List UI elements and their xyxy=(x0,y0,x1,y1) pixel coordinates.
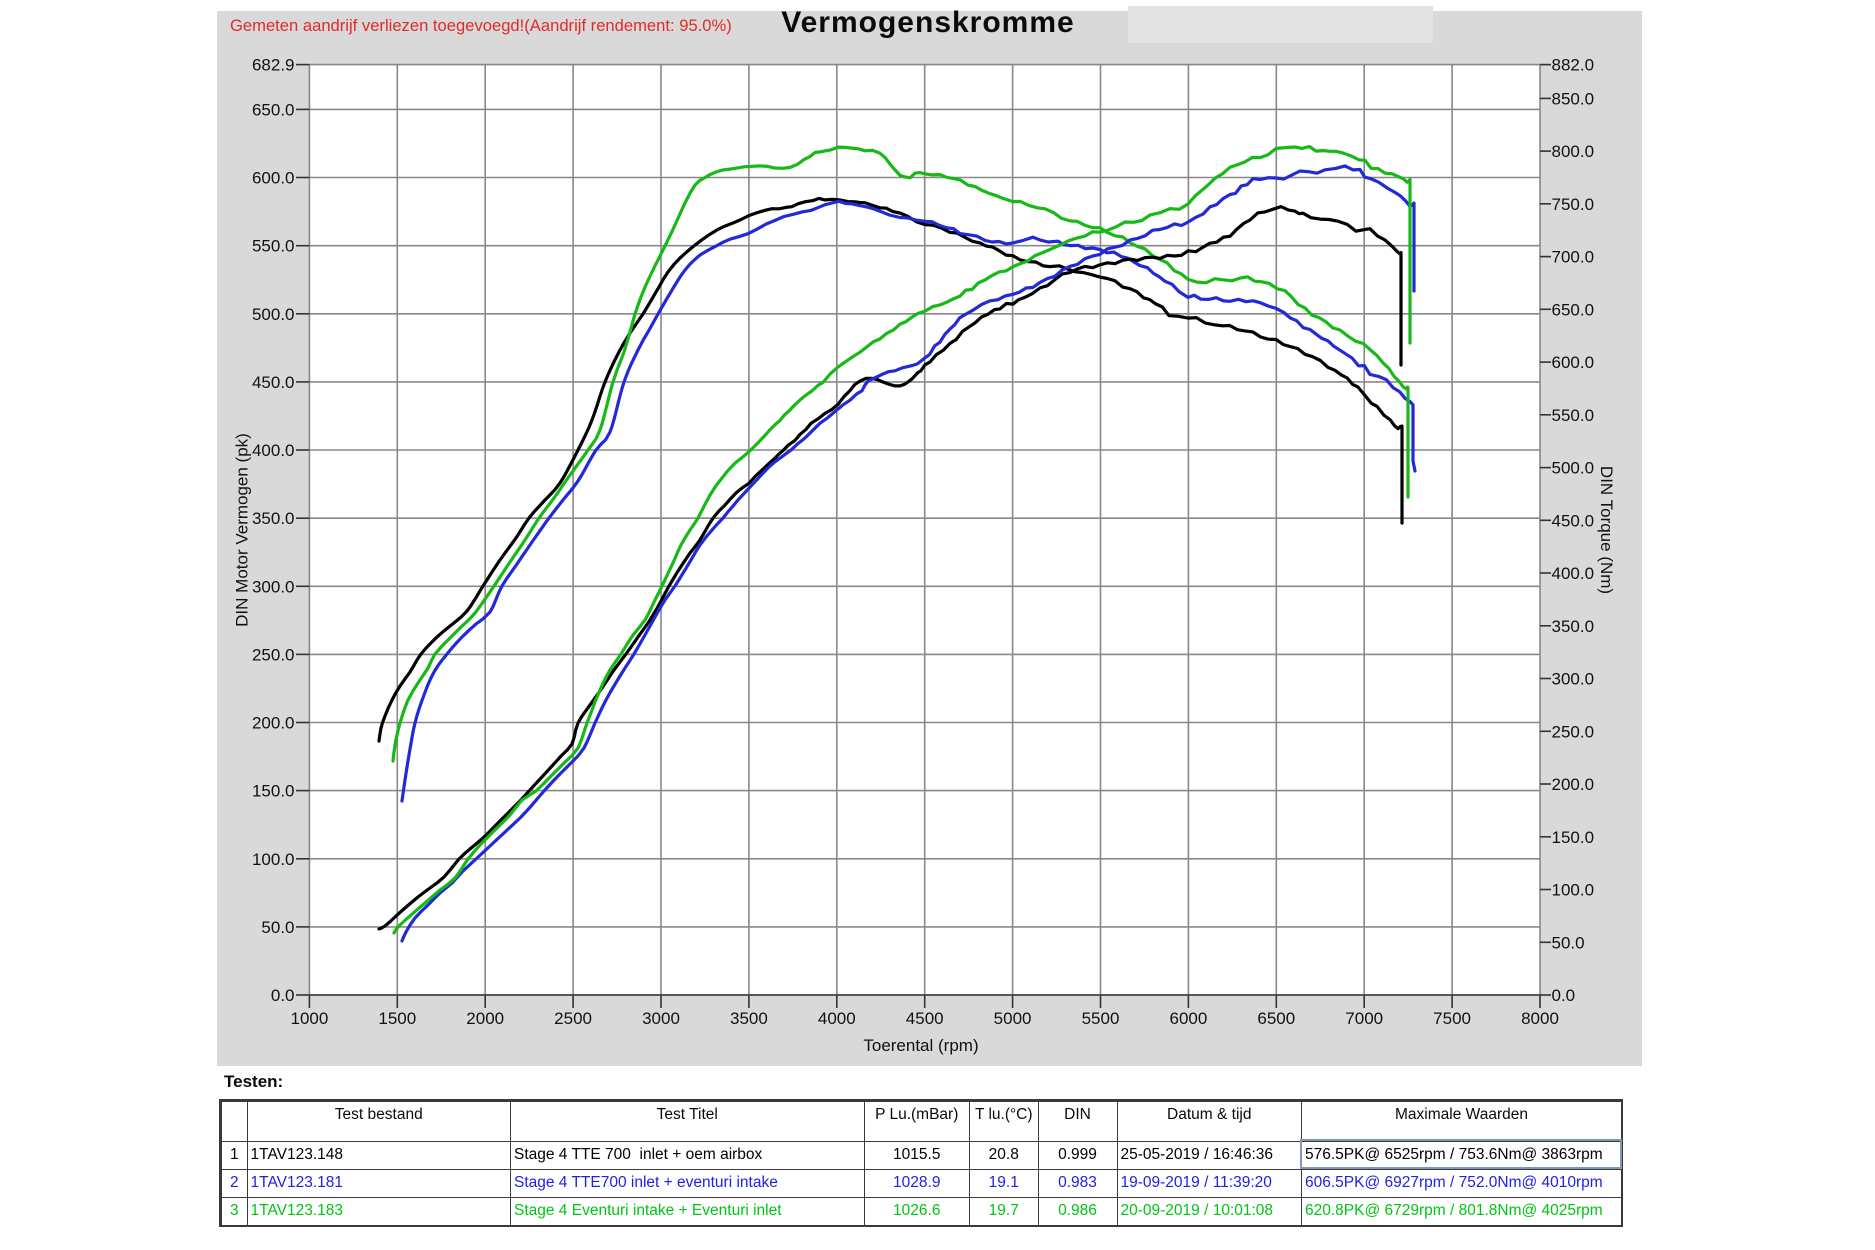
svg-text:100.0: 100.0 xyxy=(252,850,295,869)
svg-text:400.0: 400.0 xyxy=(1552,564,1595,583)
svg-text:750.0: 750.0 xyxy=(1552,195,1595,214)
svg-text:6000: 6000 xyxy=(1169,1009,1207,1028)
svg-text:5500: 5500 xyxy=(1082,1009,1120,1028)
svg-text:7000: 7000 xyxy=(1345,1009,1383,1028)
svg-text:450.0: 450.0 xyxy=(252,373,295,392)
svg-text:150.0: 150.0 xyxy=(252,782,295,801)
svg-text:700.0: 700.0 xyxy=(1552,248,1595,267)
svg-text:850.0: 850.0 xyxy=(1552,89,1595,108)
svg-text:200.0: 200.0 xyxy=(252,714,295,733)
svg-text:300.0: 300.0 xyxy=(252,577,295,596)
svg-text:250.0: 250.0 xyxy=(252,645,295,664)
svg-text:2000: 2000 xyxy=(466,1009,504,1028)
svg-text:600.0: 600.0 xyxy=(1552,353,1595,372)
svg-text:400.0: 400.0 xyxy=(252,441,295,460)
svg-text:300.0: 300.0 xyxy=(1552,670,1595,689)
svg-text:150.0: 150.0 xyxy=(1552,828,1595,847)
svg-text:550.0: 550.0 xyxy=(252,237,295,256)
svg-text:4500: 4500 xyxy=(906,1009,944,1028)
svg-text:200.0: 200.0 xyxy=(1552,775,1595,794)
svg-text:350.0: 350.0 xyxy=(252,509,295,528)
svg-text:Toerental (rpm): Toerental (rpm) xyxy=(863,1036,978,1055)
svg-text:250.0: 250.0 xyxy=(1552,722,1595,741)
svg-text:0.0: 0.0 xyxy=(1552,986,1576,1005)
svg-text:450.0: 450.0 xyxy=(1552,511,1595,530)
svg-text:100.0: 100.0 xyxy=(1552,881,1595,900)
svg-text:600.0: 600.0 xyxy=(252,169,295,188)
svg-text:Gemeten aandrijf verliezen toe: Gemeten aandrijf verliezen toegevoegd!(A… xyxy=(230,16,732,35)
svg-text:1500: 1500 xyxy=(378,1009,416,1028)
svg-text:1000: 1000 xyxy=(290,1009,328,1028)
svg-text:500.0: 500.0 xyxy=(252,305,295,324)
svg-text:50.0: 50.0 xyxy=(261,918,294,937)
svg-text:350.0: 350.0 xyxy=(1552,617,1595,636)
svg-text:DIN Torque (Nm): DIN Torque (Nm) xyxy=(1597,466,1616,594)
svg-text:4000: 4000 xyxy=(818,1009,856,1028)
svg-text:682.9: 682.9 xyxy=(252,56,295,75)
svg-text:650.0: 650.0 xyxy=(1552,300,1595,319)
svg-text:800.0: 800.0 xyxy=(1552,142,1595,161)
svg-text:6500: 6500 xyxy=(1257,1009,1295,1028)
svg-text:3500: 3500 xyxy=(730,1009,768,1028)
svg-text:7500: 7500 xyxy=(1433,1009,1471,1028)
svg-text:8000: 8000 xyxy=(1521,1009,1559,1028)
svg-text:DIN Motor Vermogen (pk): DIN Motor Vermogen (pk) xyxy=(233,433,252,627)
svg-text:0.0: 0.0 xyxy=(271,986,295,1005)
svg-text:500.0: 500.0 xyxy=(1552,459,1595,478)
svg-text:Vermogenskromme: Vermogenskromme xyxy=(781,6,1074,39)
svg-text:882.0: 882.0 xyxy=(1552,56,1595,75)
svg-text:650.0: 650.0 xyxy=(252,100,295,119)
svg-text:2500: 2500 xyxy=(554,1009,592,1028)
svg-text:50.0: 50.0 xyxy=(1552,933,1585,952)
svg-text:5000: 5000 xyxy=(994,1009,1032,1028)
svg-text:Testen:: Testen: xyxy=(224,1072,283,1091)
svg-text:550.0: 550.0 xyxy=(1552,406,1595,425)
svg-text:3000: 3000 xyxy=(642,1009,680,1028)
